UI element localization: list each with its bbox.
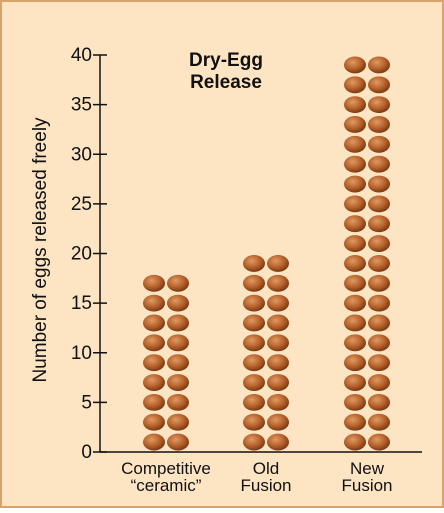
egg	[368, 434, 390, 451]
egg	[143, 315, 165, 332]
egg	[344, 275, 366, 292]
x-tick-label: Competitive“ceramic”	[121, 459, 211, 495]
egg	[368, 96, 390, 113]
egg	[344, 315, 366, 332]
chart: Dry-EggRelease Number of eggs released f…	[0, 0, 444, 508]
egg	[368, 354, 390, 371]
egg	[368, 374, 390, 391]
egg	[344, 295, 366, 312]
egg	[243, 275, 265, 292]
egg	[167, 394, 189, 411]
egg	[167, 275, 189, 292]
y-tick-label: 40	[71, 45, 92, 66]
egg	[167, 315, 189, 332]
y-tick-label: 0	[81, 442, 92, 463]
egg	[267, 295, 289, 312]
egg	[143, 334, 165, 351]
egg	[143, 374, 165, 391]
egg	[344, 374, 366, 391]
egg	[344, 76, 366, 93]
egg	[267, 275, 289, 292]
egg	[344, 136, 366, 153]
egg	[344, 156, 366, 173]
egg	[368, 76, 390, 93]
egg	[267, 315, 289, 332]
egg	[243, 394, 265, 411]
egg	[167, 414, 189, 431]
egg	[243, 255, 265, 272]
egg	[368, 255, 390, 272]
egg	[368, 235, 390, 252]
egg	[368, 394, 390, 411]
egg	[344, 176, 366, 193]
egg	[167, 334, 189, 351]
egg	[344, 96, 366, 113]
egg	[344, 414, 366, 431]
egg	[368, 176, 390, 193]
egg	[368, 315, 390, 332]
egg	[344, 334, 366, 351]
egg	[368, 215, 390, 232]
egg	[243, 434, 265, 451]
egg	[344, 215, 366, 232]
egg	[344, 354, 366, 371]
egg	[368, 156, 390, 173]
egg	[243, 334, 265, 351]
egg	[368, 414, 390, 431]
y-tick-label: 5	[81, 392, 92, 413]
egg	[368, 136, 390, 153]
egg	[267, 334, 289, 351]
egg	[167, 434, 189, 451]
egg	[143, 414, 165, 431]
egg	[167, 354, 189, 371]
egg	[368, 295, 390, 312]
egg	[368, 195, 390, 212]
egg	[344, 116, 366, 133]
egg	[344, 235, 366, 252]
egg	[344, 434, 366, 451]
egg	[267, 434, 289, 451]
egg	[368, 116, 390, 133]
egg	[143, 275, 165, 292]
y-axis-label: Number of eggs released freely	[30, 117, 51, 383]
y-tick-label: 35	[71, 95, 92, 116]
egg	[167, 374, 189, 391]
y-tick-label: 30	[71, 144, 92, 165]
egg	[143, 354, 165, 371]
egg	[143, 295, 165, 312]
y-tick-label: 25	[71, 194, 92, 215]
egg	[267, 354, 289, 371]
y-tick-label: 20	[71, 244, 92, 265]
egg	[243, 414, 265, 431]
egg	[267, 394, 289, 411]
egg	[243, 374, 265, 391]
egg	[243, 295, 265, 312]
egg	[143, 434, 165, 451]
y-tick-label: 10	[71, 343, 92, 364]
egg	[267, 374, 289, 391]
egg	[344, 255, 366, 272]
egg	[344, 195, 366, 212]
egg	[243, 315, 265, 332]
egg	[143, 394, 165, 411]
page: Dry-EggRelease Number of eggs released f…	[0, 0, 444, 513]
egg	[344, 394, 366, 411]
egg	[368, 275, 390, 292]
egg	[167, 295, 189, 312]
egg	[243, 354, 265, 371]
egg	[267, 255, 289, 272]
y-tick-label: 15	[71, 293, 92, 314]
egg	[267, 414, 289, 431]
egg	[368, 334, 390, 351]
egg	[368, 56, 390, 73]
egg	[344, 56, 366, 73]
